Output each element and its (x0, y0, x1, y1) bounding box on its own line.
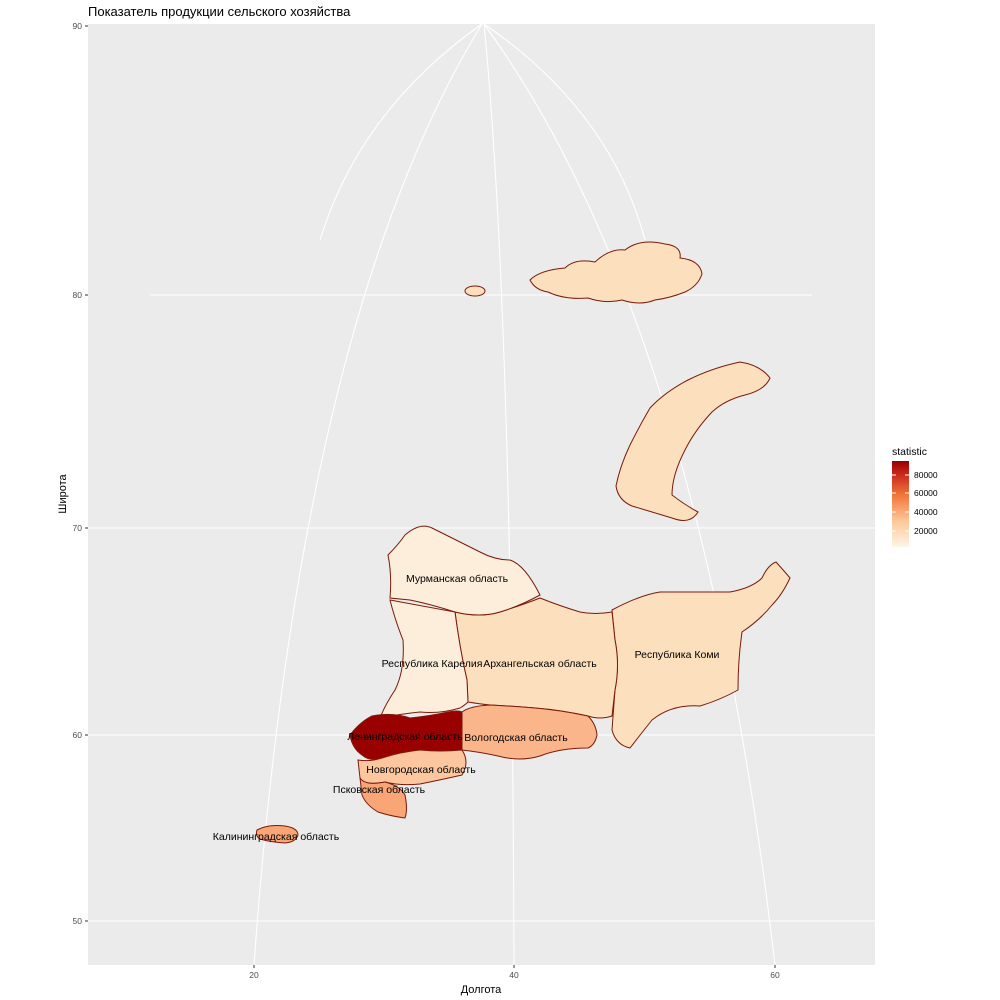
x-axis-title: Долгота (461, 984, 502, 996)
y-tick-label: 60 (73, 730, 83, 740)
chart-title: Показатель продукции сельского хозяйства (88, 4, 351, 19)
region-shape-arkhangelsk (454, 597, 618, 719)
x-axis: 20 40 60 (249, 965, 780, 980)
label-vologda: Вологодская область (464, 732, 568, 744)
region-shape-murmansk (387, 525, 541, 616)
label-leningrad: Ленинградская область (347, 731, 463, 743)
y-tick-label: 70 (73, 523, 83, 533)
y-tick-label: 80 (73, 290, 83, 300)
y-tick-label: 50 (73, 916, 83, 926)
legend-tick-label: 60000 (914, 488, 938, 498)
label-arkhangelsk: Архангельская область (483, 658, 597, 670)
label-novgorod: Новгородская область (366, 764, 476, 776)
legend-tick-label: 80000 (914, 470, 938, 480)
meridian-inner-west (319, 23, 483, 241)
x-tick-label: 20 (249, 970, 259, 980)
meridian-20 (253, 23, 483, 966)
label-pskov: Псковская область (333, 784, 426, 796)
region-shape-karelia (379, 599, 469, 719)
y-tick-label: 90 (73, 21, 83, 31)
region-shape-kaliningrad (255, 825, 299, 844)
legend-colorbar (892, 461, 909, 547)
meridian-inner-east (483, 23, 646, 241)
region-shape-leningrad (349, 710, 463, 760)
region-shape-novaya-zemlya (615, 361, 771, 521)
y-axis: 50 60 70 80 90 (73, 21, 88, 926)
plot-panel (88, 24, 875, 965)
x-tick-label: 40 (509, 970, 519, 980)
regions (255, 241, 791, 844)
label-kaliningrad: Калининградская область (213, 831, 340, 843)
region-labels: Мурманская область Республика Карелия Ар… (213, 573, 720, 843)
label-karelia: Республика Карелия (382, 658, 483, 670)
region-shape-franz-josef-land (529, 241, 703, 304)
label-murmansk: Мурманская область (406, 573, 509, 585)
x-tick-label: 60 (770, 970, 780, 980)
region-shape-pskov (359, 777, 407, 819)
y-axis-title: Широта (57, 473, 69, 513)
legend-title: statistic (892, 446, 927, 458)
region-shape-small-island (464, 285, 486, 297)
meridian-40 (483, 23, 515, 966)
legend: statistic 80000 60000 40000 20000 (892, 446, 938, 547)
label-komi: Республика Коми (635, 649, 720, 661)
region-shape-vologda (461, 704, 598, 760)
legend-tick-label: 40000 (914, 507, 938, 517)
region-shape-komi (611, 561, 791, 749)
legend-tick-label: 20000 (914, 526, 938, 536)
